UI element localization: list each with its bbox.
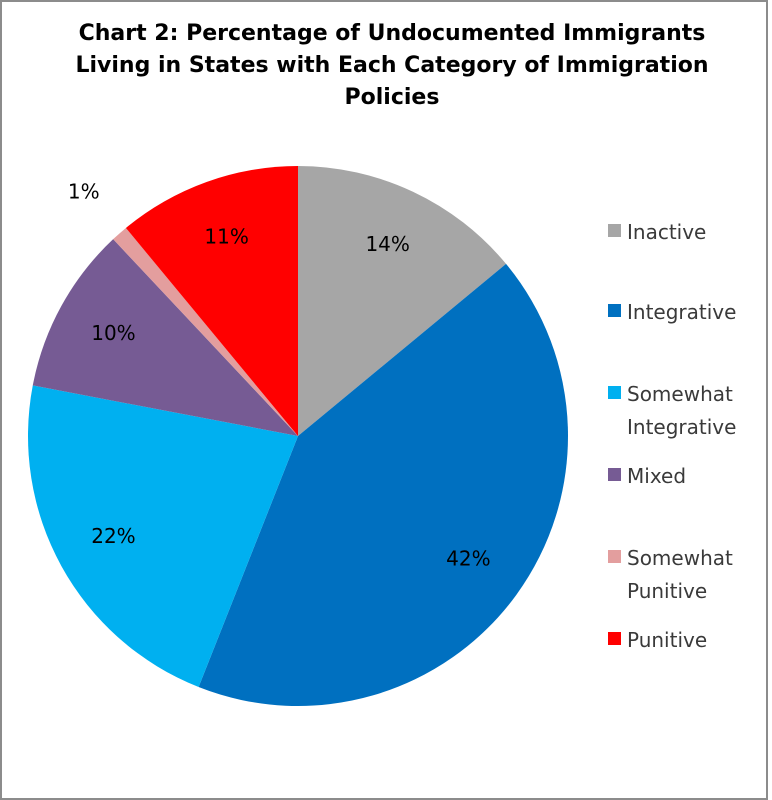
data-label-inactive: 14% [365,232,409,256]
legend-item-inactive: Inactive [608,216,767,249]
legend-label: Somewhat Punitive [627,546,733,603]
pie-slice-punitive [125,166,298,436]
pie-slices [27,166,568,707]
data-label-somewhat-integrative: 22% [91,524,135,548]
legend-label: Integrative [627,300,737,324]
legend-label: Somewhat Integrative [627,382,737,439]
legend-item-somewhat-integrative: Somewhat Integrative [608,378,767,444]
pie-labels: 14% 42% 22% 10% 1% 11% [68,179,491,570]
data-label-mixed: 10% [91,321,135,345]
legend-item-punitive: Punitive [608,624,767,657]
legend-label: Punitive [627,628,708,652]
legend-item-integrative: Integrative [608,296,767,329]
data-label-punitive: 11% [204,224,248,248]
pie-slice-inactive [298,166,507,436]
legend-label: Mixed [627,464,687,488]
legend-swatch-mixed [608,468,621,481]
legend-swatch-inactive [608,224,621,237]
chart-title: Chart 2: Percentage of Undocumented Immi… [75,21,709,110]
data-label-somewhat-punitive: 1% [68,179,100,203]
pie-slice-mixed [32,239,298,436]
pie-slice-somewhat-punitive [113,227,299,436]
legend-label: Inactive [627,220,707,244]
pie-slice-integrative [198,263,568,707]
legend-item-mixed: Mixed [608,460,767,493]
legend-item-somewhat-punitive: Somewhat Punitive [608,542,767,608]
legend-swatch-somewhat-integrative [608,386,621,399]
pie-slice-somewhat-integrative [27,385,298,688]
legend-swatch-punitive [608,632,621,645]
legend-swatch-somewhat-punitive [608,550,621,563]
legend-swatch-integrative [608,304,621,317]
data-label-integrative: 42% [446,546,490,570]
